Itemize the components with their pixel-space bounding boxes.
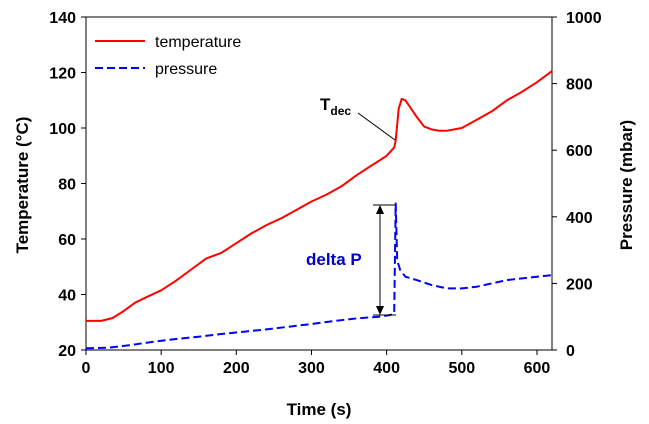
y2-tick-label: 200 [566,276,593,293]
x-tick-label: 0 [82,360,91,377]
y2-axis-title: Pressure (mbar) [617,120,636,250]
series-line-pressure [85,202,553,350]
tdec-leader-line [357,112,396,141]
x-tick-label: 500 [448,360,475,377]
y2-tick-label: 600 [566,143,593,160]
annotation-tdec: Tdec [320,95,396,141]
y-tick-label: 100 [49,121,76,138]
series-layer [85,70,553,350]
delta-p-label: delta P [306,250,362,269]
series-line-temperature [86,70,553,322]
annotation-delta-p: delta P [306,204,396,316]
x-axis: 0 100 200 300 400 500 600 [82,350,551,377]
y-axis-right: 0 200 400 600 800 1000 [552,10,602,360]
x-axis-title: Time (s) [287,400,352,419]
x-tick-label: 300 [298,360,325,377]
delta-p-arrowhead-bottom [376,306,384,315]
legend-label-temperature: temperature [155,34,241,51]
y-axis-left: 20 40 60 80 100 120 140 [49,10,86,360]
x-tick-label: 100 [148,360,175,377]
x-tick-label: 200 [223,360,250,377]
y-tick-label: 120 [49,66,76,83]
legend-label-pressure: pressure [155,61,217,78]
y2-tick-label: 1000 [566,10,602,27]
y-tick-label: 40 [58,288,76,305]
y-axis-title: Temperature (°C) [13,117,32,254]
y-tick-label: 20 [58,343,76,360]
y-tick-label: 80 [58,177,76,194]
y2-tick-label: 0 [566,343,575,360]
y-tick-label: 140 [49,10,76,27]
y2-tick-label: 800 [566,77,593,94]
x-tick-label: 600 [524,360,551,377]
tdec-label: Tdec [320,95,351,118]
y2-tick-label: 400 [566,210,593,227]
legend: temperature pressure [95,34,241,78]
delta-p-arrowhead-top [376,205,384,214]
x-tick-label: 400 [373,360,400,377]
y-tick-label: 60 [58,232,76,249]
